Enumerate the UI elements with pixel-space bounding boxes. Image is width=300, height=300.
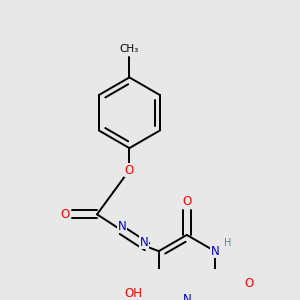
Text: N: N xyxy=(118,220,126,232)
Text: N: N xyxy=(140,236,148,249)
Text: O: O xyxy=(60,208,69,221)
Text: O: O xyxy=(125,164,134,177)
Text: O: O xyxy=(182,195,191,208)
Text: N: N xyxy=(182,293,191,300)
Text: OH: OH xyxy=(125,287,143,300)
Text: N: N xyxy=(211,244,219,258)
Text: CH₃: CH₃ xyxy=(120,44,139,55)
Text: H: H xyxy=(224,238,231,248)
Text: O: O xyxy=(244,277,253,290)
